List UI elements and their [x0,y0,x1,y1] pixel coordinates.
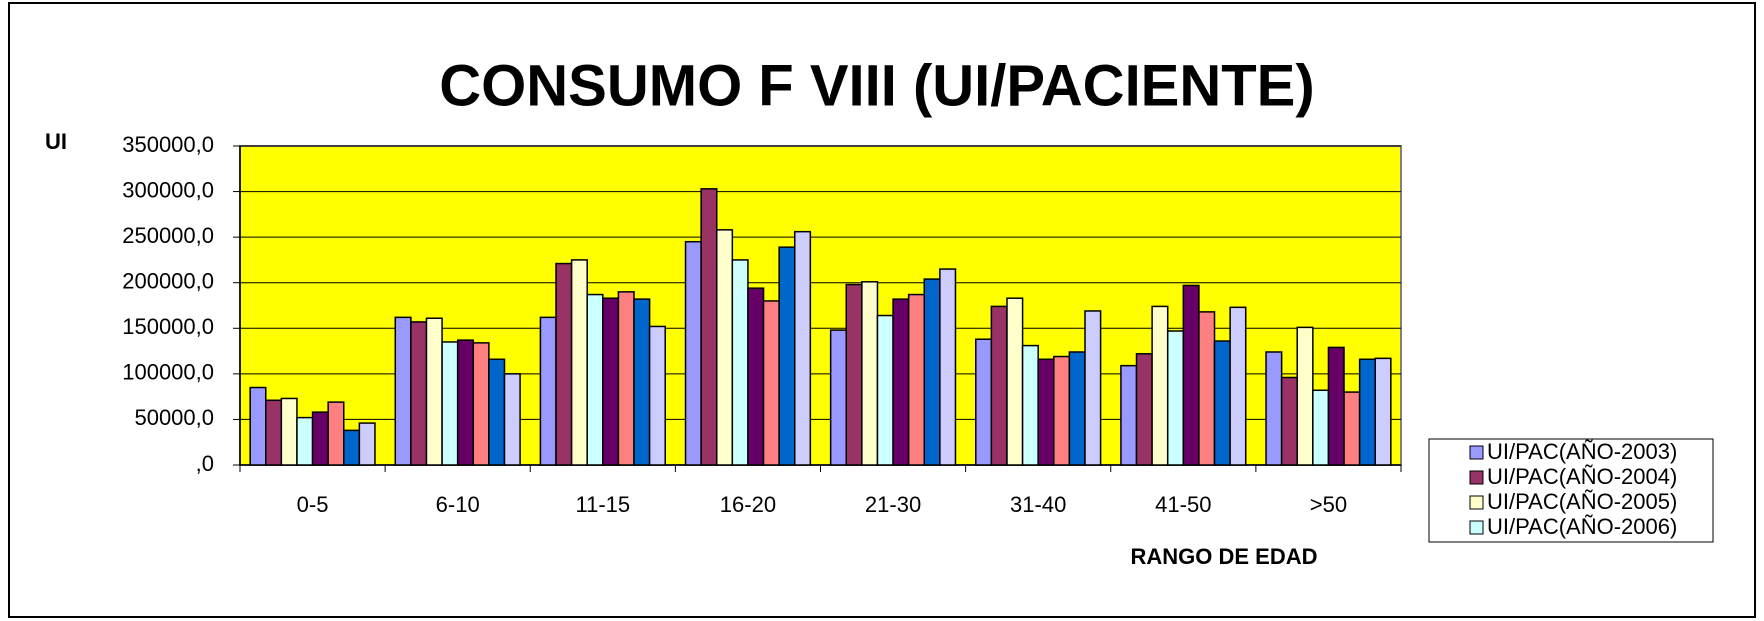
bar [280,397,298,466]
x-tick-label: 41-50 [1155,492,1211,517]
bar [1343,391,1361,466]
bar [876,314,894,466]
bar [1280,376,1298,466]
bar [1198,311,1216,466]
x-tick-label: >50 [1310,492,1347,517]
y-tick-label: 200000,0 [122,269,214,294]
bar [990,305,1008,466]
bar [1312,389,1330,466]
bar [1213,340,1231,466]
bar [1068,351,1086,466]
legend-label: UI/PAC(AÑO-2004) [1487,464,1677,489]
bar [829,329,848,466]
bar [472,342,490,466]
bar [975,338,993,466]
x-tick-label: 11-15 [575,492,630,517]
x-tick-label: 6-10 [436,492,480,517]
bar [1296,326,1314,466]
bar [684,240,702,466]
x-axis-label: RANGO DE EDAD [1130,544,1317,569]
y-tick-label: 100000,0 [122,360,214,385]
bar [343,429,361,466]
bar [1265,351,1283,466]
bar [311,411,329,466]
bar [861,281,879,466]
bar [296,416,314,466]
bar [1374,357,1392,466]
y-tick-label: 350000,0 [122,132,214,157]
bar [488,358,506,466]
y-tick-label: ,0 [196,451,214,476]
bar [648,325,666,466]
bar [762,300,780,466]
bar [555,262,573,466]
bar [633,298,651,466]
bar [394,316,412,466]
bar [586,293,604,466]
bar [845,283,863,466]
y-tick-label: 150000,0 [122,314,214,339]
bar [503,373,521,466]
bar [1182,284,1200,466]
y-tick-label: 250000,0 [122,223,214,248]
legend-swatch [1469,470,1484,485]
x-tick-label: 31-40 [1010,492,1066,517]
bar [1084,310,1102,466]
legend-label: UI/PAC(AÑO-2003) [1487,439,1677,464]
legend-label: UI/PAC(AÑO-2006) [1487,514,1677,539]
y-tick-label: 50000,0 [134,405,214,430]
legend-label: UI/PAC(AÑO-2005) [1487,489,1677,514]
bar [456,339,475,466]
y-tick-label: 300000,0 [122,177,214,202]
bar [907,293,926,466]
bar [1358,358,1376,466]
bar [923,278,941,466]
bar [265,399,283,466]
legend-swatch [1469,495,1484,510]
bar [1037,358,1055,466]
bar [731,259,749,466]
chart-title: CONSUMO F VIII (UI/PACIENTE) [439,53,1314,118]
bar [793,230,812,466]
bar [617,291,635,466]
bar [425,317,443,466]
bar [778,246,796,466]
bar [327,401,345,466]
bar [1021,344,1039,466]
y-axis-label: UI [45,129,67,154]
bar [1053,355,1071,466]
bar [1166,330,1185,466]
x-tick-label: 0-5 [297,492,329,517]
bar [410,321,428,466]
bar [1120,364,1138,466]
legend-swatch [1469,445,1484,460]
bar [539,316,557,466]
bar [602,297,620,466]
bar [1229,306,1247,466]
bar [1006,297,1024,466]
bar [441,341,459,466]
bar [892,298,910,466]
x-tick-label: 21-30 [865,492,921,517]
bar [1135,353,1153,466]
bar [1327,346,1345,466]
bar [1151,305,1169,466]
bar [700,188,718,466]
bar [358,422,376,466]
bar [939,268,957,466]
x-tick-label: 16-20 [720,492,776,517]
bar [747,287,765,466]
bar [249,386,267,466]
bar [715,229,734,466]
legend-swatch [1469,520,1484,535]
bar [570,259,588,466]
